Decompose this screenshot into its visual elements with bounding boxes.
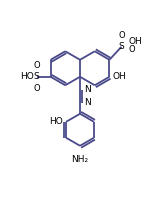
Text: S: S xyxy=(119,42,124,51)
Text: O: O xyxy=(118,31,125,40)
Text: OH: OH xyxy=(129,37,142,46)
Text: N: N xyxy=(84,98,91,107)
Text: O: O xyxy=(33,84,40,93)
Text: O: O xyxy=(129,45,135,54)
Text: NH₂: NH₂ xyxy=(71,155,89,164)
Text: S: S xyxy=(34,72,39,81)
Text: HO: HO xyxy=(49,117,63,126)
Text: N: N xyxy=(84,85,91,94)
Text: O: O xyxy=(33,61,40,70)
Text: OH: OH xyxy=(112,72,126,81)
Text: HO: HO xyxy=(20,72,34,81)
